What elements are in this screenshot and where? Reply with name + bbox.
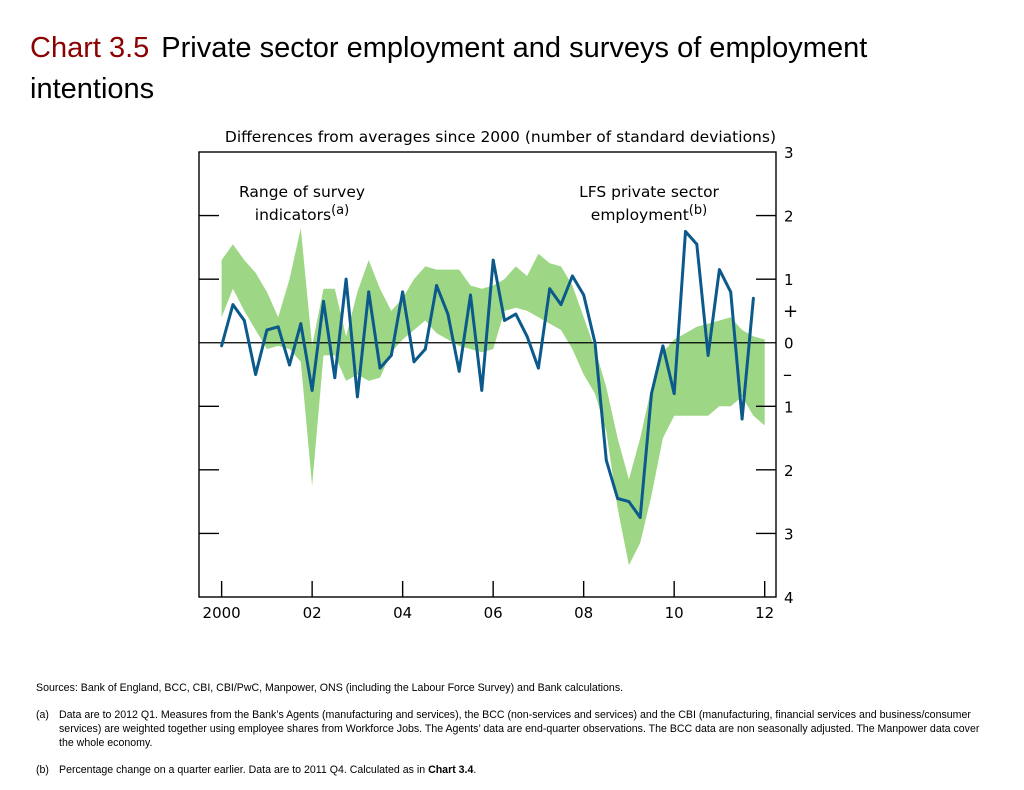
employment-point (559, 303, 563, 306)
x-tick-label: 2000 (203, 604, 241, 622)
employment-point (503, 319, 506, 322)
range-band (221, 228, 765, 566)
employment-point (593, 341, 597, 345)
y-tick-label: 3 (784, 144, 794, 162)
y-tick-label: 1 (784, 271, 794, 289)
employment-point (457, 369, 461, 373)
employment-point (389, 354, 393, 357)
employment-point (299, 322, 303, 325)
employment-point (480, 389, 484, 392)
employment-point (684, 230, 687, 233)
employment-point (276, 325, 280, 329)
employment-point (220, 344, 224, 348)
annotation-line-1: LFS private sector (579, 183, 719, 201)
employment-point (514, 312, 518, 316)
employment-point (661, 344, 665, 348)
employment-point (491, 258, 495, 262)
employment-point (231, 303, 235, 306)
y-tick-label: 3 (784, 525, 794, 543)
y-tick-label: 2 (784, 462, 794, 480)
employment-point (729, 290, 733, 294)
employment-line (220, 230, 755, 519)
employment-point (718, 268, 721, 271)
chart-area: Differences from averages since 2000 (nu… (198, 128, 798, 622)
annotation-superscript: (a) (331, 203, 349, 218)
y-tick-label: 4 (784, 589, 794, 607)
employment-point (752, 296, 755, 300)
employment-point (446, 312, 450, 316)
chart-notes: Sources: Bank of England, BCC, CBI, CBI/… (36, 681, 988, 790)
employment-point (616, 497, 619, 500)
annotation-superscript: (b) (689, 203, 707, 218)
footnote-b-end: . (473, 764, 477, 776)
employment-point (356, 395, 359, 399)
employment-point (435, 284, 438, 287)
footnote-b: (b) Percentage change on a quarter earli… (36, 763, 988, 777)
employment-point (367, 290, 371, 294)
chart-number: Chart 3.5 (30, 32, 150, 64)
footnote-b-mark: (b) (36, 764, 49, 776)
employment-point (423, 347, 427, 351)
minus-sign: – (783, 365, 792, 386)
x-tick-label: 04 (393, 604, 412, 622)
employment-point (525, 335, 529, 338)
annotation-line-2: indicators(a) (255, 203, 349, 224)
plot-frame (198, 151, 777, 598)
y-tick-label: 0 (784, 335, 794, 353)
employment-point (627, 500, 631, 503)
employment-point (537, 366, 540, 370)
employment-line-layer (220, 230, 755, 519)
employment-point (571, 274, 574, 278)
footnote-a: (a) Data are to 2012 Q1. Measures from t… (36, 708, 988, 750)
chart-title-text: Private sector employment and surveys of… (30, 32, 868, 105)
employment-point (638, 516, 642, 519)
annotation-text: indicators (255, 206, 331, 224)
annotation-line-2: employment(b) (591, 203, 707, 224)
employment-point (604, 458, 608, 462)
employment-point (242, 319, 246, 322)
footnote-a-mark: (a) (36, 709, 49, 721)
employment-point (322, 300, 325, 303)
chart-title: Chart 3.5 Private sector employment and s… (30, 28, 990, 110)
annotations: Range of survey indicators(a) LFS private … (239, 183, 720, 224)
employment-point (740, 417, 744, 421)
employment-point (706, 354, 710, 357)
employment-point (548, 287, 552, 291)
footnote-a-text: Data are to 2012 Q1. Measures from the B… (59, 709, 980, 749)
employment-point (672, 392, 676, 395)
employment-point (582, 293, 586, 297)
employment-point (333, 376, 337, 380)
plus-sign: + (783, 301, 798, 322)
employment-point (288, 363, 291, 367)
annotation-line-1: Range of survey (239, 183, 365, 201)
employment-point (695, 242, 699, 246)
employment-point (265, 328, 269, 332)
x-tick-label: 06 (484, 604, 503, 622)
footnote-b-reference: Chart 3.4 (428, 764, 474, 776)
employment-point (401, 290, 404, 294)
employment-point (412, 360, 416, 364)
y-tick-label: 1 (784, 398, 794, 416)
range-band-layer (221, 228, 765, 566)
y-axis-label: Differences from averages since 2000 (nu… (225, 128, 776, 146)
x-tick-label: 08 (574, 604, 593, 622)
y-tick-label: 2 (784, 208, 794, 226)
employment-point (254, 373, 257, 376)
annotation-text: employment (591, 206, 689, 224)
employment-point (650, 392, 653, 395)
employment-point (469, 293, 472, 297)
footnote-b-text: Percentage change on a quarter earlier. … (59, 764, 429, 776)
x-tick-label: 12 (755, 604, 774, 622)
employment-point (344, 277, 348, 281)
employment-point (310, 389, 314, 392)
x-tick-label: 02 (303, 604, 322, 622)
employment-point (378, 366, 382, 370)
sources-note: Sources: Bank of England, BCC, CBI, CBI/… (36, 682, 624, 694)
x-tick-label: 10 (665, 604, 684, 622)
